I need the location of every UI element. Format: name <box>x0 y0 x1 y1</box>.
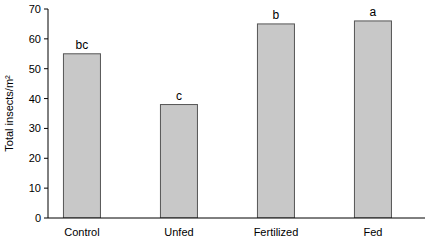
x-tick-label: Control <box>64 226 99 238</box>
y-tick <box>44 98 48 99</box>
y-tick <box>44 38 48 39</box>
y-tick-label: 50 <box>29 63 41 75</box>
y-tick-label: 40 <box>29 93 41 105</box>
y-tick-label: 60 <box>29 33 41 45</box>
chart: 0 10 20 30 40 50 60 70 Control Unfed Fertilized Fed… <box>0 0 430 243</box>
y-tick <box>44 128 48 129</box>
annotation: b <box>273 8 280 22</box>
y-tick-label: 0 <box>35 212 41 224</box>
y-tick <box>44 188 48 189</box>
y-tick <box>44 68 48 69</box>
y-axis <box>48 9 49 218</box>
x-axis <box>48 218 425 219</box>
bar <box>354 21 391 218</box>
bar <box>160 105 197 218</box>
y-tick-label: 10 <box>29 182 41 194</box>
x-tick-label: Unfed <box>164 226 193 238</box>
annotation: c <box>176 89 182 103</box>
x-tick-label: Fertilized <box>254 226 299 238</box>
annotation: a <box>370 5 377 19</box>
y-tick <box>44 218 48 219</box>
y-tick <box>44 158 48 159</box>
annotation: bc <box>76 38 89 52</box>
y-tick-label: 20 <box>29 152 41 164</box>
y-tick-label: 30 <box>29 122 41 134</box>
bars <box>63 21 391 218</box>
y-tick <box>44 9 48 10</box>
y-axis-label: Total insects/m² <box>3 75 15 152</box>
x-tick-label: Fed <box>363 226 382 238</box>
bar <box>63 54 100 218</box>
bar <box>257 24 294 218</box>
y-tick-label: 70 <box>29 3 41 15</box>
